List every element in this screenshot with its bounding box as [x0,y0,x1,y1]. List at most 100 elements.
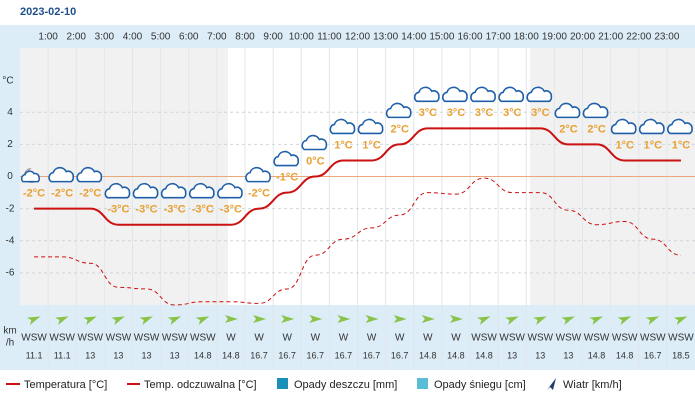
left-axis-bg [0,25,20,370]
cloud-icon [638,118,665,135]
temperature-label: -3°C [136,204,158,216]
cloud-icon [132,182,159,199]
wind-speed: 13 [170,350,180,360]
hour-label: 15:00 [429,32,454,43]
wind-speed: 16.7 [363,350,381,360]
wind-unit: /h [6,338,14,349]
hour-label: 4:00 [123,32,143,43]
wind-arrow [167,316,182,325]
wind-speed: 13 [563,350,573,360]
wind-speed: 13 [535,350,545,360]
wind-arrow [449,315,463,323]
wind-arrow [673,316,688,325]
wind-direction: WSW [162,333,188,344]
wind-speed: 16.7 [307,350,325,360]
wind-arrow [26,316,41,325]
hour-label: 10:00 [289,32,314,43]
wind-speed: 16.7 [250,350,268,360]
wind-direction: WSW [134,333,160,344]
wind-arrow [281,315,295,323]
temperature-line [34,127,681,226]
cloud-icon [48,166,75,183]
temperature-label: 1°C [644,139,663,151]
wind-arrow [476,316,491,325]
wind-arrow [505,316,519,325]
hour-label: 11:00 [317,32,342,43]
hour-label: 13:00 [373,32,398,43]
temperature-label: -3°C [192,204,214,216]
wind-direction: W [395,333,405,344]
temperature-label: -1°C [276,171,298,183]
wind-direction: W [226,333,236,344]
wind-arrow [589,316,604,325]
wind-arrow [337,315,351,323]
y-tick-label: 4 [7,107,13,118]
cloud-icon [245,166,271,183]
wind-direction: WSW [668,333,694,344]
temperature-label: 2°C [390,123,409,135]
feels-like-line [34,177,681,306]
wind-speed: 14.8 [588,350,606,360]
cloud-icon [442,86,468,103]
wind-direction: W [451,333,461,344]
wind-speed: 14.8 [447,350,465,360]
temperature-label: 1°C [615,139,634,151]
temperature-label: 3°C [475,107,494,119]
temperature-label: 3°C [419,107,438,119]
wind-speed: 16.7 [335,350,353,360]
temperature-label: -2°C [79,188,101,200]
cloud-icon [329,118,356,135]
wind-arrow [617,316,632,325]
temperature-label: 2°C [559,123,578,135]
hour-label: 1:00 [38,32,58,43]
wind-direction: WSW [106,333,132,344]
temperature-label: 3°C [503,107,522,119]
legend-swatch [417,378,428,389]
temperature-label: 2°C [587,123,606,135]
y-tick-label: -4 [6,235,15,246]
wind-arrow [421,315,435,323]
hour-label: 3:00 [95,32,115,43]
wind-arrow [224,315,238,323]
wind-arrow [253,315,267,323]
hour-label: 23:00 [654,32,679,43]
hour-label: 21:00 [598,32,623,43]
temperature-label: -3°C [220,204,242,216]
wind-direction: WSW [190,333,216,344]
cloud-icon [301,134,328,151]
wind-arrow [561,316,575,325]
cloud-icon [667,118,693,135]
cloud-icon [357,118,384,135]
wind-direction: WSW [556,333,582,344]
cloud-icon [413,86,440,103]
wind-speed: 18.5 [672,350,690,360]
cloud-icon [554,102,581,119]
hour-label: 14:00 [401,32,426,43]
hour-label: 5:00 [151,32,171,43]
hour-label: 2:00 [67,32,87,43]
wind-speed: 14.8 [616,350,634,360]
wind-speed: 16.7 [278,350,296,360]
hour-label: 18:00 [514,32,539,43]
hour-label: 16:00 [457,32,482,43]
wind-arrow [139,316,154,325]
cloud-icon [526,86,553,103]
wind-speed: 11.1 [26,350,43,360]
wind-direction: WSW [471,333,497,344]
wind-arrow [533,316,547,325]
wind-direction: WSW [499,333,525,344]
wind-arrow [83,316,97,325]
temperature-label: 3°C [531,107,550,119]
hour-label: 8:00 [235,32,255,43]
y-tick-label: 2 [7,139,13,150]
wind-direction: WSW [528,333,554,344]
wind-speed: 13 [85,350,95,360]
wind-speed: 13 [142,350,152,360]
hour-label: 12:00 [345,32,370,43]
wind-direction: W [254,333,264,344]
cloud-icon [582,102,609,119]
wind-arrow [365,315,379,323]
legend-wind-icon [547,378,556,390]
wind-speed: 14.8 [222,350,240,360]
